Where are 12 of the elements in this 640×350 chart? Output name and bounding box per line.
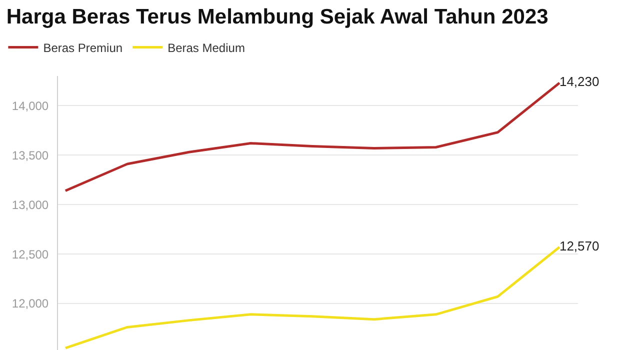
- y-tick-label: 14,000: [12, 98, 49, 113]
- data-label: 12,570: [559, 238, 600, 254]
- y-tick-label: 13,500: [12, 148, 49, 162]
- y-tick-label: 12,500: [12, 247, 49, 262]
- legend-label: Beras Medium: [168, 40, 245, 55]
- data-label: 14,230: [559, 74, 600, 90]
- line-series: [64, 82, 561, 192]
- chart-title: Harga Beras Terus Melambung Sejak Awal Tahun 2023: [6, 5, 548, 28]
- y-tick-label: 12,000: [12, 296, 49, 311]
- legend-label: Beras Premiun: [43, 40, 123, 55]
- y-tick-label: 13,000: [12, 198, 49, 212]
- line-series: [64, 246, 561, 350]
